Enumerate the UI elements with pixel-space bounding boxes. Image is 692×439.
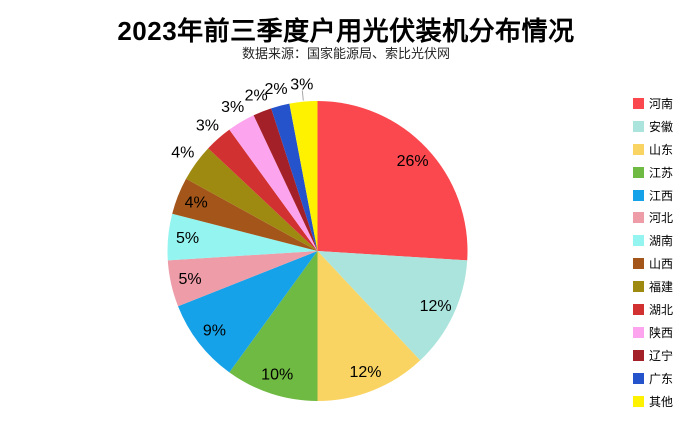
pie-slice-14 [289, 101, 318, 251]
pie-slice-1 [317, 101, 468, 261]
pie-slice-7 [167, 213, 318, 261]
legend-swatch [633, 349, 644, 361]
pie-value-label-7: 5% [176, 230, 199, 247]
legend-swatch [633, 212, 644, 224]
legend: 河南安徽山东江苏江西河北湖南山西福建湖北陕西辽宁广东其他 [633, 92, 673, 412]
pie-slice-2 [317, 251, 468, 361]
label-leader-line [301, 90, 304, 101]
legend-swatch [633, 372, 644, 384]
legend-label: 其他 [649, 394, 674, 409]
legend-label: 湖南 [649, 234, 674, 249]
legend-label: 陕西 [649, 325, 674, 340]
pie-value-label-9: 4% [171, 145, 194, 162]
pie-slice-5 [178, 251, 318, 373]
legend-item-10: 湖北 [633, 298, 673, 321]
pie-value-label-1: 26% [397, 153, 429, 170]
pie-slice-6 [167, 251, 318, 307]
pie-value-label-12: 2% [245, 88, 268, 105]
pie-slice-8 [172, 178, 318, 251]
legend-swatch [633, 395, 644, 407]
pie-value-label-10: 3% [196, 118, 219, 135]
legend-label: 广东 [649, 371, 674, 386]
pie-slice-3 [317, 251, 421, 401]
legend-label: 山东 [649, 142, 674, 157]
legend-swatch [633, 326, 644, 338]
legend-swatch [633, 235, 644, 247]
legend-item-1: 河南 [633, 92, 673, 115]
pie-value-label-13: 2% [265, 81, 288, 98]
legend-item-2: 安徽 [633, 115, 673, 138]
legend-label: 山西 [649, 257, 674, 272]
legend-item-12: 辽宁 [633, 344, 673, 367]
legend-swatch [633, 303, 644, 315]
legend-swatch [633, 258, 644, 270]
chart-subtitle: 数据来源：国家能源局、索比光伏网 [241, 46, 450, 61]
legend-item-8: 山西 [633, 252, 673, 275]
pie-value-label-5: 9% [203, 323, 226, 340]
legend-label: 河北 [649, 211, 674, 226]
pie-slice-9 [186, 148, 318, 251]
legend-swatch [633, 120, 644, 132]
pie-value-label-11: 3% [221, 99, 244, 116]
pie-slice-11 [229, 115, 318, 251]
pie-slice-13 [271, 103, 318, 251]
pie-value-label-4: 10% [261, 367, 293, 384]
pie-value-label-14: 3% [290, 77, 313, 94]
pie-slice-12 [253, 108, 318, 251]
legend-item-14: 其他 [633, 390, 673, 413]
pie-value-label-8: 4% [185, 195, 208, 212]
legend-swatch [633, 281, 644, 293]
legend-item-7: 湖南 [633, 229, 673, 252]
legend-label: 福建 [649, 280, 674, 295]
legend-item-5: 江西 [633, 184, 673, 207]
legend-item-3: 山东 [633, 138, 673, 161]
pie-value-label-6: 5% [179, 271, 202, 288]
legend-label: 安徽 [649, 119, 674, 134]
legend-item-13: 广东 [633, 367, 673, 390]
legend-swatch [633, 189, 644, 201]
legend-label: 河南 [649, 96, 674, 111]
legend-swatch [633, 97, 644, 109]
legend-item-6: 河北 [633, 206, 673, 229]
legend-swatch [633, 143, 644, 155]
legend-label: 江西 [649, 188, 674, 203]
chart-title: 2023年前三季度户用光伏装机分布情况 [117, 16, 575, 46]
pie-value-label-3: 12% [349, 364, 381, 381]
pie-slice-10 [208, 129, 318, 251]
legend-item-4: 江苏 [633, 161, 673, 184]
legend-item-9: 福建 [633, 275, 673, 298]
pie-value-label-2: 12% [420, 298, 452, 315]
legend-item-11: 陕西 [633, 321, 673, 344]
legend-label: 辽宁 [649, 348, 674, 363]
legend-swatch [633, 166, 644, 178]
legend-label: 江苏 [649, 165, 674, 180]
legend-label: 湖北 [649, 302, 674, 317]
pie-slice-4 [229, 251, 318, 401]
